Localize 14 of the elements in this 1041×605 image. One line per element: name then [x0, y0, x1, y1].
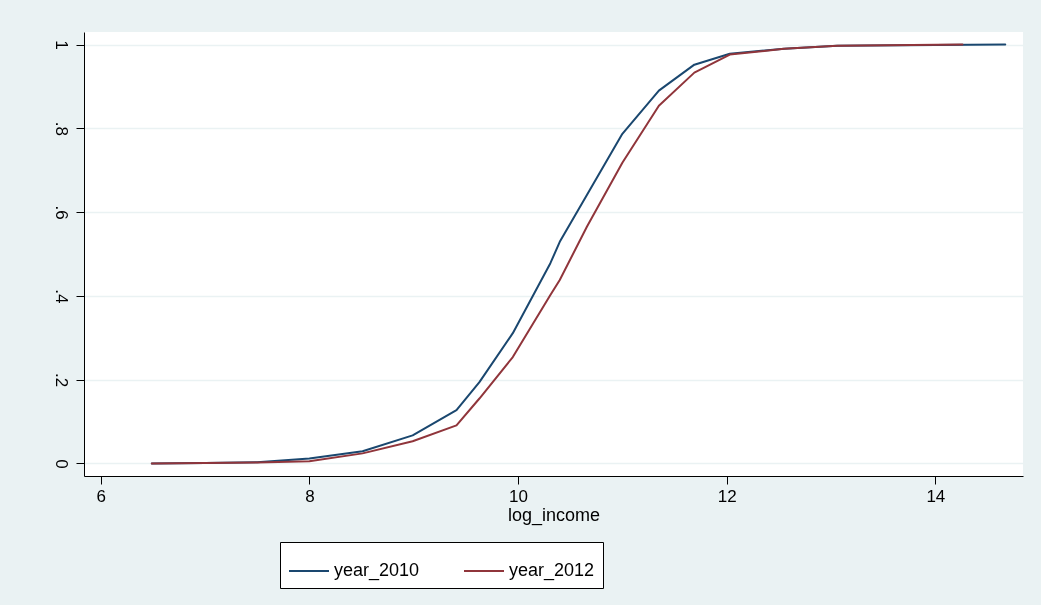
- y-tick-label: .6: [51, 205, 71, 220]
- y-tick-label: .2: [51, 373, 71, 388]
- x-axis-title: log_income: [507, 504, 601, 526]
- y-tick-label: .4: [51, 289, 71, 304]
- x-tick-label: 14: [926, 486, 946, 506]
- y-tick-label: 0: [51, 459, 71, 469]
- legend-label: year_2012: [509, 560, 595, 581]
- y-tick-label: 1: [51, 40, 71, 50]
- y-tick-label: .8: [51, 121, 71, 136]
- x-tick-label: 10: [509, 486, 528, 506]
- x-tick-label: 8: [305, 486, 315, 506]
- x-tick-label: 12: [717, 486, 737, 506]
- x-tick-label: 6: [96, 486, 106, 506]
- legend-label: year_2010: [334, 560, 420, 581]
